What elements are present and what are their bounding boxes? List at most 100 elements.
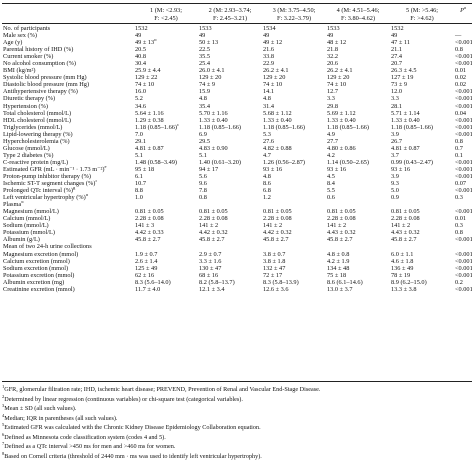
p-value-cell: 0.02: [455, 74, 467, 82]
value-cell: 74 ± 9: [199, 81, 216, 89]
value-cell: 12.1 ± 3.4: [199, 285, 225, 293]
value-cell: 5.70 ± 1.16: [199, 109, 228, 117]
table-row: Magnesium (mmol/L) 0.81 ± 0.05 0.81 ± 0.05…: [2, 208, 472, 215]
value-cell: 25.4: [199, 60, 211, 68]
value-cell: 12.6 ± 3.6: [263, 285, 289, 293]
value-cell: 13.3 ± 3.8: [391, 285, 417, 293]
value-cell: 5.2: [135, 95, 143, 103]
value-cell: 141 ± 2: [327, 222, 347, 230]
value-cell: 1532: [391, 25, 404, 32]
row-label: Diastolic blood pressure (mm Hg): [3, 81, 90, 89]
table-row: No alcohol consumption (%) 30.4 25.4 22.9 20…: [2, 60, 472, 67]
p-value-cell: <0.001: [455, 39, 472, 47]
value-cell: 34.6: [135, 102, 147, 110]
value-cell: 5.71 ± 1.14: [391, 109, 420, 117]
value-cell: 26.7: [391, 137, 403, 145]
p-value-cell: 0.01: [455, 67, 467, 75]
value-cell: 0.8: [199, 194, 207, 202]
row-label: Estimated GFR (mL · min⁻¹ · 1.73 m⁻²)e: [3, 165, 107, 173]
p-value-cell: <0.001: [455, 257, 472, 265]
value-cell: 26.0 ± 4.1: [199, 67, 225, 75]
value-cell: 5.1: [135, 151, 143, 159]
table-row: Diuretic therapy (%) 5.2 4.8 4.8 3.3 3.3 <0.00…: [2, 95, 472, 102]
table-row: Glucose (mmol/L) 4.81 ± 0.87 4.83 ± 0.90 4.…: [2, 145, 472, 152]
value-cell: 74 ± 10: [263, 81, 283, 89]
footnote: 6Defined as Minnesota code classificatio…: [2, 432, 166, 441]
value-cell: 2.28 ± 0.08: [135, 215, 164, 223]
value-cell: 1.18 (0.85–1.66)c: [135, 123, 179, 131]
section-header-row: Mean of two 24-h urine collections: [2, 243, 472, 250]
row-label: Magnesium (mmol/L): [3, 208, 59, 216]
row-label: Creatinine excretion (mmol): [3, 285, 75, 293]
col-header-q2: 2 (M: 2.93–3.74;: [208, 7, 252, 14]
value-cell: 47 ± 11: [391, 39, 410, 47]
p-value-cell: 0.8: [455, 137, 463, 145]
p-value-cell: 0.3: [455, 194, 463, 202]
row-label: Systolic blood pressure (mm Hg): [3, 74, 87, 82]
value-cell: 0.81 ± 0.05: [199, 208, 228, 216]
value-cell: 3.3 ± 1.6: [199, 257, 222, 265]
value-cell: 10.7: [135, 180, 147, 188]
table-row: Hypertension (%) 34.6 35.4 31.4 29.8 28.1 <0.0…: [2, 103, 472, 110]
value-cell: 5.6: [199, 172, 207, 180]
value-cell: 78 ± 19: [391, 271, 411, 279]
value-cell: 50 ± 13: [199, 39, 219, 47]
value-cell: 21.6: [263, 46, 275, 54]
top-rule: [2, 3, 472, 4]
table-row: Magnesium excretion (mmol) 1.9 ± 0.7 2.9 ±…: [2, 251, 472, 258]
value-cell: 2.28 ± 0.08: [327, 215, 356, 223]
value-cell: 14.1: [263, 88, 275, 96]
table-body: No. of participants 1532 1533 1534 1533 1532 M…: [2, 24, 472, 293]
p-value-cell: 0.2: [455, 278, 463, 286]
value-cell: 49: [135, 32, 142, 40]
value-cell: 48 ± 12: [327, 39, 347, 47]
table-row: Estimated GFR (mL · min⁻¹ · 1.73 m⁻²)e 95…: [2, 166, 472, 173]
value-cell: 1.48 (0.58–3.49): [135, 158, 177, 166]
p-value-cell: 0.7: [455, 144, 463, 152]
value-cell: 1.29 ± 0.38: [135, 116, 164, 124]
row-label: Lipid-lowering therapy (%): [3, 130, 73, 138]
p-value-cell: <0.001: [455, 95, 472, 103]
value-cell: 5.0: [391, 187, 399, 195]
value-cell: 2.6 ± 1.4: [135, 257, 158, 265]
value-cell: 33.8: [263, 53, 275, 61]
footnote: 8Based on Cornell criteria (threshold of…: [2, 451, 262, 460]
value-cell: 4.82 ± 0.88: [263, 144, 292, 152]
value-cell: 136 ± 49: [391, 264, 414, 272]
value-cell: 28.1: [391, 102, 403, 110]
value-cell: 68 ± 16: [199, 271, 219, 279]
table-row: Sodium excretion (mmol) 125 ± 49 130 ± 47 1…: [2, 265, 472, 272]
value-cell: 4.81 ± 0.87: [391, 144, 420, 152]
value-cell: 2.9 ± 0.7: [199, 250, 222, 258]
value-cell: 4.43 ± 0.32: [327, 229, 356, 237]
value-cell: 5.1: [199, 151, 207, 159]
value-cell: 20.6: [327, 60, 339, 68]
value-cell: 141 ± 3: [135, 222, 155, 230]
value-cell: 3.8 ± 0.7: [263, 250, 286, 258]
value-cell: 93 ± 16: [391, 165, 411, 173]
value-cell: 0.81 ± 0.05: [327, 208, 356, 216]
value-cell: 16.0: [135, 88, 147, 96]
value-cell: 26.2 ± 4.1: [327, 67, 353, 75]
value-cell: 93 ± 16: [263, 165, 283, 173]
value-cell: 4.8: [199, 95, 207, 103]
value-cell: 49: [199, 32, 206, 40]
row-label: Calcium (mmol/L): [3, 215, 51, 223]
value-cell: 4.42 ± 0.32: [199, 229, 228, 237]
value-cell: 125 ± 49: [135, 264, 158, 272]
col-subheader-q1: F: <2.45): [134, 14, 198, 24]
footnote: 2Determined by linear regression (contin…: [2, 394, 243, 403]
row-label: Antihypertensive therapy (%): [3, 88, 78, 96]
value-cell: 4.81 ± 0.87: [135, 144, 164, 152]
value-cell: 49: [327, 32, 334, 40]
value-cell: 27.7: [327, 137, 339, 145]
table-row: Creatinine excretion (mmol) 11.7 ± 4.0 12.…: [2, 286, 472, 293]
value-cell: 8.4: [327, 180, 335, 188]
value-cell: 7.8: [199, 187, 207, 195]
value-cell: 4.9: [327, 130, 335, 138]
value-cell: 29.5: [199, 137, 211, 145]
value-cell: 0.81 ± 0.05: [263, 208, 292, 216]
value-cell: 4.2: [327, 151, 335, 159]
value-cell: 2.28 ± 0.08: [263, 215, 292, 223]
table-row: Sodium (mmol/L) 141 ± 3 141 ± 2 141 ± 2 141 …: [2, 222, 472, 229]
